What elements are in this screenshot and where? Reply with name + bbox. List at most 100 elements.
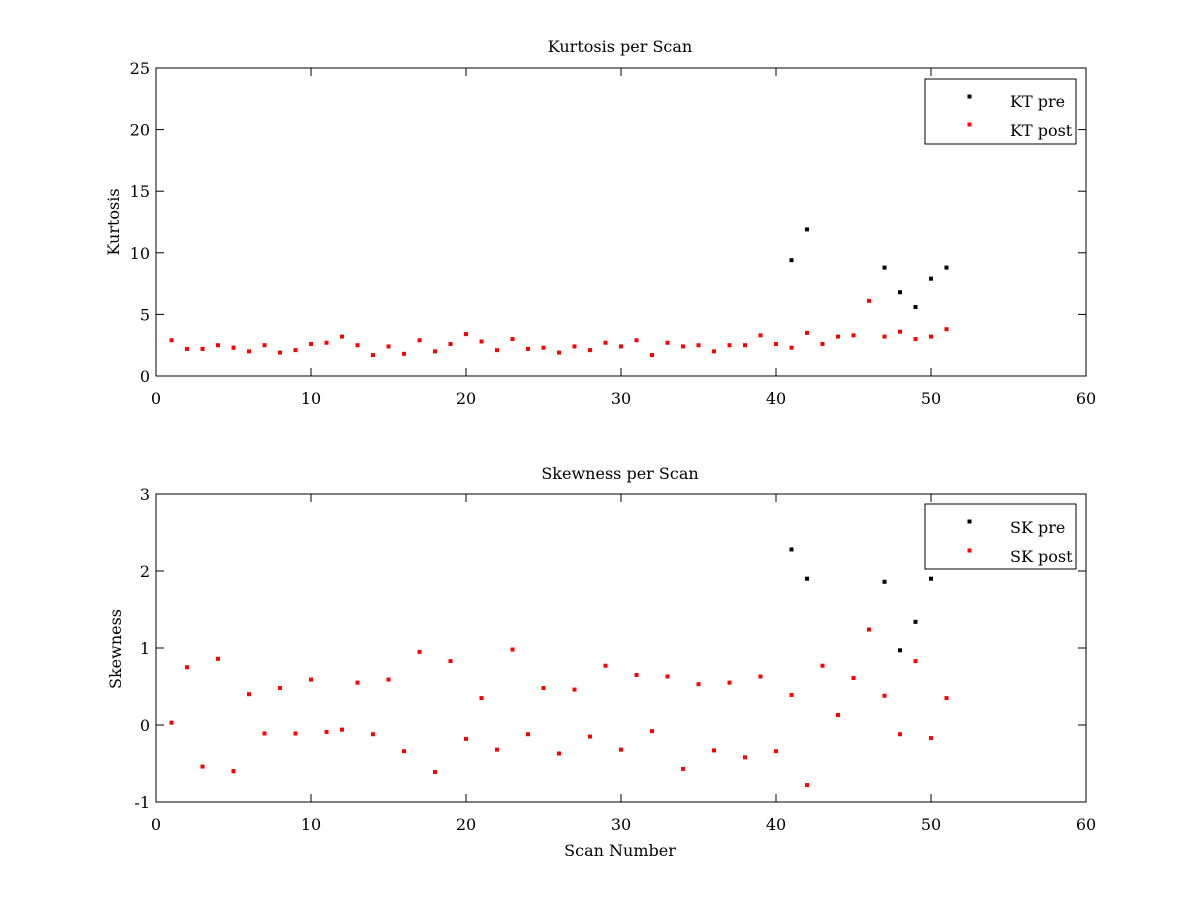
skewness-x-tick-label: 30: [611, 815, 631, 834]
kurtosis-point-post: [805, 330, 809, 335]
kurtosis-y-tick-label: 10: [130, 244, 150, 263]
skewness-subplot: Skewness per Scan Skewness Scan Number 0…: [106, 464, 1096, 860]
kurtosis-point-post: [929, 334, 933, 339]
kurtosis-point-pre: [789, 258, 794, 263]
kurtosis-point-post: [898, 329, 902, 334]
kurtosis-point-post: [402, 351, 406, 356]
kurtosis-x-tick-label: 0: [151, 389, 161, 408]
kurtosis-point-post: [913, 337, 918, 342]
skewness-x-axis-label: Scan Number: [564, 841, 676, 860]
skewness-point-post: [402, 749, 406, 754]
kurtosis-point-post: [309, 341, 313, 346]
kurtosis-point-post: [169, 338, 174, 343]
skewness-x-tick-label: 0: [151, 815, 161, 834]
kurtosis-point-post: [479, 339, 484, 344]
skewness-point-post: [526, 732, 530, 737]
skewness-point-pre: [789, 547, 794, 552]
kurtosis-point-post: [820, 341, 825, 346]
kurtosis-legend-marker-post: [967, 122, 972, 127]
skewness-point-post: [200, 764, 205, 769]
skewness-point-pre: [882, 579, 887, 584]
skewness-point-post: [371, 732, 375, 737]
kurtosis-point-post: [293, 348, 298, 353]
skewness-point-post: [774, 749, 778, 754]
skewness-point-post: [588, 734, 592, 739]
skewness-point-post: [557, 751, 561, 756]
skewness-point-post: [433, 769, 437, 774]
skewness-point-post: [603, 663, 608, 668]
skewness-point-post: [293, 731, 298, 736]
skewness-point-post: [309, 677, 313, 682]
kurtosis-point-post: [743, 343, 747, 348]
kurtosis-point-pre: [898, 290, 902, 295]
skewness-point-post: [479, 696, 484, 701]
kurtosis-point-post: [526, 346, 530, 351]
skewness-point-post: [231, 769, 236, 774]
kurtosis-point-post: [696, 343, 701, 348]
kurtosis-x-tick-label: 50: [921, 389, 941, 408]
kurtosis-point-post: [433, 349, 437, 354]
kurtosis-point-post: [774, 341, 778, 346]
kurtosis-point-pre: [929, 276, 933, 281]
skewness-legend-box: [924, 503, 1077, 570]
kurtosis-point-post: [681, 344, 685, 349]
kurtosis-point-post: [371, 353, 375, 358]
kurtosis-point-post: [944, 327, 949, 332]
kurtosis-point-post: [557, 350, 561, 355]
kurtosis-point-post: [386, 344, 391, 349]
kurtosis-point-post: [867, 298, 871, 303]
skewness-point-post: [510, 647, 515, 652]
skewness-x-tick-label: 20: [456, 815, 476, 834]
kurtosis-x-tick-label: 60: [1076, 389, 1096, 408]
kurtosis-x-tick-label: 10: [301, 389, 321, 408]
skewness-point-post: [681, 766, 685, 771]
skewness-point-pre: [898, 648, 902, 653]
kurtosis-point-post: [324, 340, 329, 345]
kurtosis-point-post: [619, 344, 623, 349]
kurtosis-point-post: [572, 344, 577, 349]
skewness-x-tick-label: 50: [921, 815, 941, 834]
kurtosis-x-tick-label: 40: [766, 389, 786, 408]
skewness-point-post: [464, 736, 468, 741]
skewness-point-post: [820, 663, 825, 668]
skewness-point-post: [712, 748, 716, 753]
kurtosis-plot-title: Kurtosis per Scan: [548, 37, 692, 56]
kurtosis-point-post: [185, 346, 189, 351]
kurtosis-point-post: [417, 338, 422, 343]
skewness-point-post: [929, 736, 933, 741]
skewness-point-post: [262, 731, 267, 736]
skewness-point-post: [851, 676, 856, 681]
kurtosis-y-tick-label: 15: [130, 182, 150, 201]
skewness-y-tick-label: 3: [140, 485, 150, 504]
kurtosis-point-post: [758, 333, 763, 338]
kurtosis-point-post: [200, 346, 205, 351]
skewness-point-post: [448, 659, 453, 664]
skewness-x-tick-label: 10: [301, 815, 321, 834]
skewness-point-post: [278, 686, 282, 691]
skewness-point-post: [355, 680, 360, 685]
skewness-point-post: [185, 665, 189, 670]
skewness-point-post: [386, 677, 391, 682]
skewness-data-points: [169, 547, 949, 788]
skewness-point-post: [789, 692, 794, 697]
kurtosis-point-post: [541, 345, 546, 350]
skewness-point-post: [882, 693, 887, 698]
kurtosis-legend: KT pre KT post: [924, 78, 1077, 145]
skewness-point-post: [898, 732, 902, 737]
skewness-point-post: [619, 747, 623, 752]
kurtosis-x-tick-label: 30: [611, 389, 631, 408]
kurtosis-y-tick-label: 0: [140, 367, 150, 386]
skewness-point-post: [324, 729, 329, 734]
kurtosis-y-tick-label: 20: [130, 121, 150, 140]
kurtosis-point-post: [650, 353, 654, 358]
skewness-legend: SK pre SK post: [924, 503, 1077, 570]
skewness-legend-label-pre: SK pre: [1010, 518, 1065, 537]
kurtosis-point-post: [262, 343, 267, 348]
skewness-point-post: [758, 674, 763, 679]
kurtosis-point-post: [510, 337, 515, 342]
skewness-x-tick-label: 40: [766, 815, 786, 834]
skewness-point-post: [913, 659, 918, 664]
skewness-y-tick-label: 2: [140, 562, 150, 581]
kurtosis-legend-label-post: KT post: [1010, 121, 1073, 140]
kurtosis-point-post: [712, 349, 716, 354]
